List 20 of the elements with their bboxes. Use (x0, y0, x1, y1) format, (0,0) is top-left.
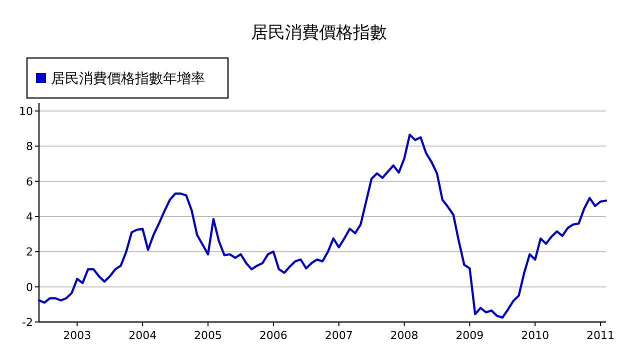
x-tick-label: 2006 (259, 329, 288, 342)
y-tick-label: 6 (26, 175, 33, 188)
y-tick-label: 4 (26, 210, 33, 224)
x-tick-label: 2003 (63, 329, 92, 342)
y-tick-label: -2 (22, 316, 33, 329)
y-tick-label: 10 (19, 105, 33, 118)
line-series (38, 134, 608, 319)
y-tick-label: 2 (26, 246, 33, 259)
x-tick-label: 2005 (194, 329, 222, 342)
legend-label: 居民消費價格指數年增率 (51, 71, 205, 87)
chart-title: 居民消費價格指數 (251, 23, 387, 43)
x-tick-label: 2007 (324, 329, 353, 342)
x-tick-label: 2009 (456, 329, 484, 342)
y-tick-label: 0 (26, 280, 33, 294)
x-tick-label: 2008 (390, 329, 418, 342)
legend: 居民消費價格指數年增率 (26, 57, 229, 99)
y-tick-label: 8 (26, 140, 33, 154)
x-tick-label: 2010 (521, 329, 550, 342)
x-tick-label: 2011 (586, 329, 615, 342)
x-tick-label: 2004 (128, 329, 157, 342)
